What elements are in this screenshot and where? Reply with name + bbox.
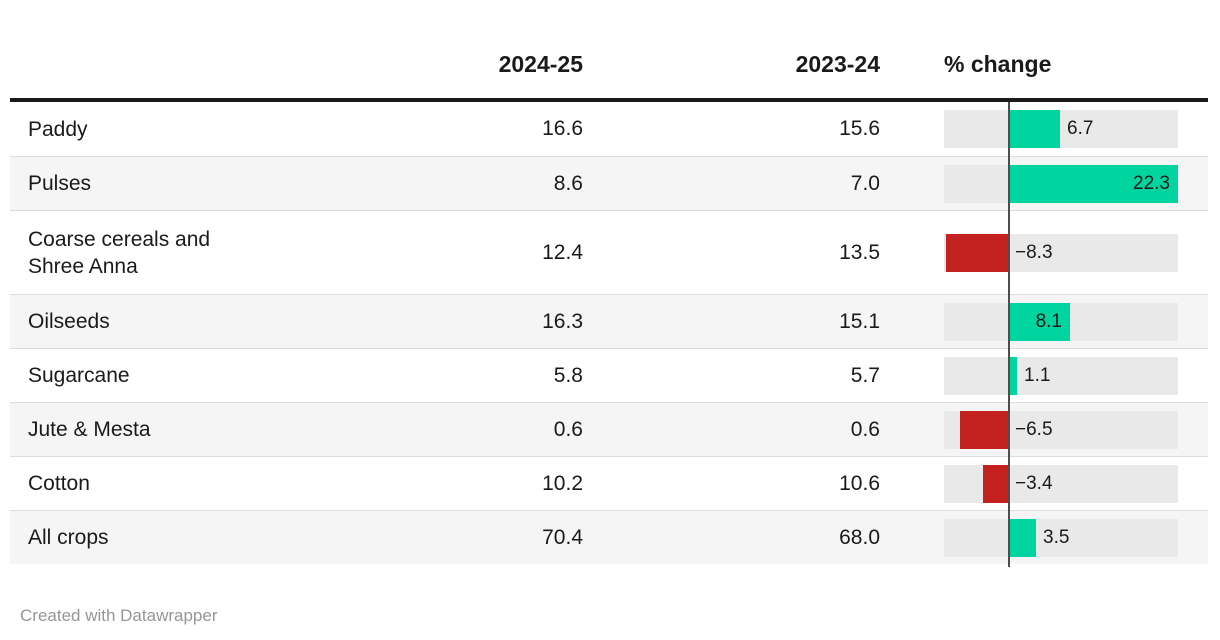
value-2023-24: 7.0 bbox=[850, 171, 880, 195]
table-row: Sugarcane 5.8 5.7 1.1 bbox=[10, 348, 1208, 402]
bar-value-label: −8.3 bbox=[1015, 241, 1053, 263]
bar-cell: −6.5 bbox=[944, 403, 1178, 456]
table-row: Jute & Mesta 0.6 0.6 −6.5 bbox=[10, 402, 1208, 456]
bar-cell: −3.4 bbox=[944, 457, 1178, 510]
row-label-line: Paddy bbox=[28, 117, 88, 141]
value-2023-24: 0.6 bbox=[850, 417, 880, 441]
change-bar bbox=[960, 410, 1009, 449]
row-label-line: Shree Anna bbox=[28, 254, 138, 278]
bar-cell: 1.1 bbox=[944, 349, 1178, 402]
table-row: Paddy 16.6 15.6 6.7 bbox=[10, 102, 1208, 156]
row-label: Jute & Mesta bbox=[28, 416, 380, 443]
bar-value-label: 8.1 bbox=[1035, 310, 1062, 332]
change-bar bbox=[1009, 518, 1036, 557]
bar-cell: 3.5 bbox=[944, 511, 1178, 564]
row-label: Paddy bbox=[28, 116, 380, 143]
bar-value-label: 22.3 bbox=[1133, 172, 1170, 194]
bar-track bbox=[944, 464, 1178, 503]
bar-cell: 8.1 bbox=[944, 295, 1178, 348]
value-2024-25: 8.6 bbox=[553, 171, 583, 195]
bar-track bbox=[944, 518, 1178, 557]
value-2024-25: 5.8 bbox=[553, 363, 583, 387]
value-2024-25: 10.2 bbox=[542, 471, 583, 495]
table-row: All crops 70.4 68.0 3.5 bbox=[10, 510, 1208, 564]
value-2024-25: 70.4 bbox=[542, 525, 583, 549]
footer-credit: Created with Datawrapper bbox=[20, 606, 218, 625]
bar-value-label: −3.4 bbox=[1015, 472, 1053, 494]
bar-value-label: −6.5 bbox=[1015, 418, 1053, 440]
value-2023-24: 5.7 bbox=[850, 363, 880, 387]
row-label-line: Cotton bbox=[28, 472, 90, 495]
table-row: Oilseeds 16.3 15.1 8.1 bbox=[10, 294, 1208, 348]
crop-table: 2024-25 2023-24 % change Paddy 16.6 15.6… bbox=[10, 12, 1208, 567]
row-label-line: All crops bbox=[28, 526, 109, 549]
bar-cell: −8.3 bbox=[944, 211, 1178, 294]
bar-value-label: 3.5 bbox=[1043, 526, 1070, 548]
row-label-line: Pulses bbox=[28, 172, 92, 195]
row-label: Pulses bbox=[28, 170, 380, 197]
bar-cell: 22.3 bbox=[944, 157, 1178, 210]
row-label: All crops bbox=[28, 524, 380, 551]
value-2024-25: 0.6 bbox=[553, 417, 583, 441]
value-2023-24: 15.1 bbox=[839, 309, 880, 333]
zero-axis-line bbox=[1008, 102, 1010, 567]
header-rule bbox=[10, 98, 1208, 102]
col-header-2024-25: 2024-25 bbox=[498, 51, 583, 77]
change-bar bbox=[983, 464, 1009, 503]
row-label: Sugarcane bbox=[28, 362, 380, 389]
bar-track bbox=[944, 356, 1178, 395]
change-bar bbox=[1009, 302, 1070, 341]
change-bar bbox=[1009, 356, 1017, 395]
table-row: Coarse cereals and Shree Anna 12.4 13.5 −… bbox=[10, 210, 1208, 294]
row-label-line: Oilseeds bbox=[28, 310, 110, 333]
col-header-pct-change: % change bbox=[944, 51, 1052, 77]
value-2023-24: 68.0 bbox=[839, 525, 880, 549]
table-body: Paddy 16.6 15.6 6.7 Pulses 8.6 7.0 22.3 … bbox=[10, 102, 1208, 567]
value-2023-24: 10.6 bbox=[839, 471, 880, 495]
bar-track bbox=[944, 110, 1178, 148]
row-label: Coarse cereals and Shree Anna bbox=[28, 226, 380, 280]
bar-cell: 6.7 bbox=[944, 102, 1178, 156]
row-label: Oilseeds bbox=[28, 308, 380, 335]
bar-value-label: 6.7 bbox=[1067, 118, 1094, 139]
value-2024-25: 16.6 bbox=[542, 117, 583, 140]
change-bar bbox=[1009, 164, 1178, 203]
table-row: Cotton 10.2 10.6 −3.4 bbox=[10, 456, 1208, 510]
table-row: Pulses 8.6 7.0 22.3 bbox=[10, 156, 1208, 210]
value-2024-25: 12.4 bbox=[542, 240, 583, 264]
change-bar bbox=[946, 233, 1009, 272]
row-label-line: Jute & Mesta bbox=[28, 418, 151, 441]
value-2023-24: 15.6 bbox=[839, 117, 880, 140]
col-header-2023-24: 2023-24 bbox=[795, 51, 880, 77]
row-label: Cotton bbox=[28, 470, 380, 497]
row-label-line: Sugarcane bbox=[28, 364, 130, 387]
bar-value-label: 1.1 bbox=[1024, 364, 1051, 386]
value-2024-25: 16.3 bbox=[542, 309, 583, 333]
value-2023-24: 13.5 bbox=[839, 240, 880, 264]
change-bar bbox=[1009, 110, 1060, 148]
header-row: 2024-25 2023-24 % change bbox=[10, 12, 1208, 98]
row-label-line: Coarse cereals and bbox=[28, 227, 211, 251]
